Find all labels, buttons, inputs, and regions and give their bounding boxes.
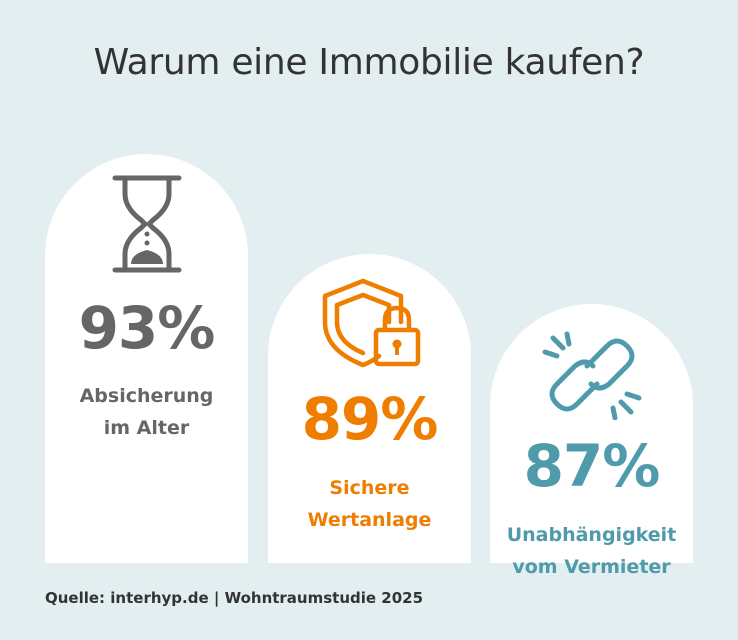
value-label: 93% [78, 294, 216, 362]
shield-lock-icon [268, 278, 471, 372]
broken-link-icon [490, 330, 693, 424]
bar-unabhaengigkeit-vom-vermieter: 87% Unabhängigkeit vom Vermieter [490, 304, 693, 578]
category-label: Sichere Wertanlage [307, 477, 432, 531]
source-note: Quelle: interhyp.de | Wohntraumstudie 20… [45, 589, 424, 607]
bar-sichere-wertanlage: 89% Sichere Wertanlage [268, 254, 471, 563]
value-label: 89% [301, 385, 439, 453]
bar-absicherung-im-alter: 93% Absicherung im Alter [45, 154, 248, 563]
category-label: Absicherung im Alter [79, 385, 214, 439]
category-label: Unabhängigkeit vom Vermieter [506, 524, 677, 578]
value-label: 87% [523, 432, 661, 500]
chart-title: Warum eine Immobilie kaufen? [93, 42, 645, 83]
hourglass-icon [45, 172, 248, 280]
